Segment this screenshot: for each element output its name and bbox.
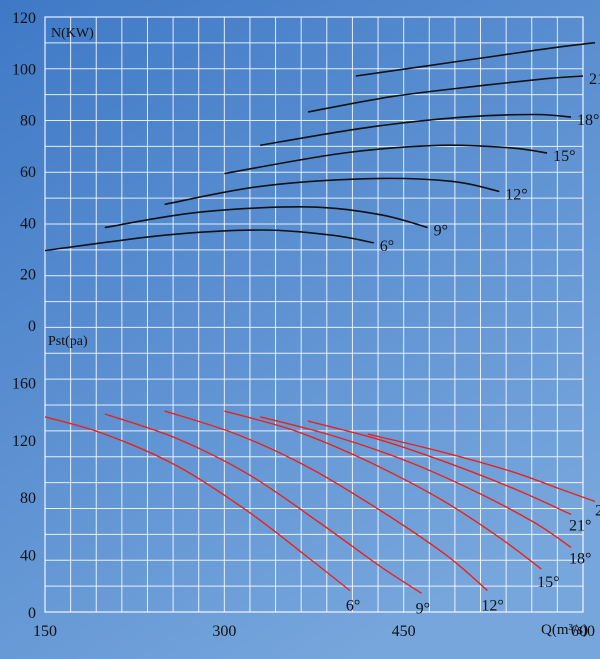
power-curve-label: 18°	[577, 112, 599, 129]
pressure-curve-label: 21°	[569, 517, 591, 534]
power-curve-line	[307, 75, 584, 113]
pressure-curve-line	[44, 416, 351, 592]
power-curve-label: 21°	[589, 71, 600, 88]
pressure-axis-label: Pst(pa)	[48, 334, 88, 349]
pressure-y-tick-label: 120	[12, 433, 36, 450]
power-curve-label: 15°	[553, 148, 575, 165]
power-curve-line	[260, 113, 572, 147]
pressure-curve-line	[164, 410, 488, 592]
pressure-curve-label: 12°	[481, 597, 503, 614]
power-curve-label: 9°	[434, 222, 448, 239]
power-curve-label: 12°	[505, 187, 527, 204]
power-y-tick-label: 20	[20, 267, 36, 284]
pressure-curve-label: 18°	[569, 550, 591, 567]
power-curve-line	[104, 206, 428, 229]
pressure-y-tick-label: 0	[28, 605, 36, 622]
power-curves: 6°9°12°15°18°21°24°	[44, 41, 600, 255]
power-y-tick-label: 60	[20, 164, 36, 181]
x-tick-label: 600	[571, 623, 595, 640]
pressure-y-tick-label: 80	[20, 490, 36, 507]
power-curve-line	[44, 229, 374, 252]
power-curve-label: 6°	[380, 238, 394, 255]
power-curve-line	[355, 41, 596, 77]
power-y-tick-label: 40	[20, 215, 36, 232]
power-curve-line	[224, 144, 548, 175]
pressure-y-tick-label: 40	[20, 548, 36, 565]
pressure-curve-line	[260, 416, 572, 548]
pressure-curve-line	[224, 410, 542, 570]
plot-frame	[44, 16, 584, 613]
pressure-curve-label: 9°	[416, 600, 430, 617]
pressure-curve-line	[367, 433, 596, 503]
power-curve-line	[164, 177, 500, 206]
grid	[44, 16, 584, 613]
x-tick-label: 450	[392, 623, 416, 640]
x-tick-label: 300	[212, 623, 236, 640]
power-y-tick-label: 120	[12, 10, 36, 27]
power-axis-label: N(KW)	[51, 26, 94, 41]
pressure-curve-line	[307, 420, 572, 516]
pressure-y-tick-label: 160	[12, 375, 36, 392]
pressure-curves: 6° 9° 12° 15° 18° 21° 24°	[44, 410, 600, 617]
pressure-curve-label: 24°	[595, 503, 600, 520]
pressure-curve-label: 15°	[537, 574, 559, 591]
pressure-curve-line	[104, 413, 422, 594]
power-y-tick-label: 80	[20, 113, 36, 130]
x-tick-label: 150	[33, 623, 57, 640]
power-y-tick-label: 0	[28, 318, 36, 335]
pressure-curve-label: 6°	[346, 597, 360, 614]
flow-axis-label: Q(m³/s)	[541, 622, 588, 638]
power-y-tick-label: 100	[12, 61, 36, 78]
